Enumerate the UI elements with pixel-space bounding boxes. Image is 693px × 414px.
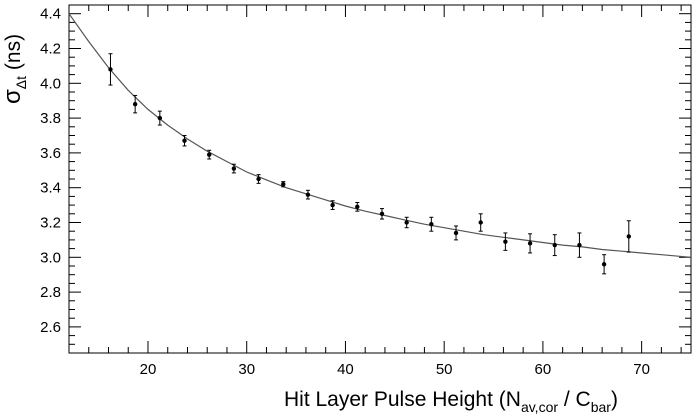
data-point [429, 216, 434, 232]
data-marker [330, 202, 335, 208]
data-marker [429, 222, 434, 227]
data-point [379, 208, 385, 220]
y-tick-label: 2.6 [40, 319, 61, 336]
data-point [305, 189, 311, 200]
data-marker [478, 220, 483, 225]
data-marker [601, 262, 607, 267]
y-tick-label: 3.8 [40, 110, 61, 127]
y-tick-label: 3.4 [40, 180, 61, 197]
data-marker [157, 115, 163, 121]
data-point [206, 149, 212, 160]
plot-frame [68, 4, 692, 354]
data-marker [552, 242, 557, 248]
x-tick-label: 60 [535, 361, 552, 378]
data-point [552, 234, 557, 257]
data-marker [577, 242, 582, 248]
data-point [108, 53, 113, 86]
data-point [626, 220, 631, 253]
data-marker [404, 220, 409, 225]
data-point [453, 225, 459, 241]
data-marker [108, 67, 113, 72]
fit-curve-layer [68, 13, 692, 258]
data-marker [132, 101, 138, 107]
data-marker [355, 204, 360, 210]
data-marker [182, 138, 187, 143]
data-point [478, 213, 483, 232]
data-points-layer [108, 53, 631, 275]
data-marker [527, 241, 533, 246]
data-point [577, 232, 582, 258]
y-tick-label: 4.2 [40, 41, 61, 58]
data-point [132, 94, 138, 114]
y-tick-label: 3.2 [40, 215, 61, 232]
y-tick-label: 4.4 [40, 6, 61, 23]
data-marker [453, 230, 459, 236]
data-point [281, 181, 286, 188]
y-axis-title: σΔt (ns) [0, 34, 29, 104]
y-tick-label: 2.8 [40, 284, 61, 301]
data-point [231, 163, 237, 174]
y-tick-label: 3.0 [40, 249, 61, 266]
data-point [503, 232, 508, 251]
data-point [355, 201, 360, 212]
data-point [601, 254, 607, 275]
y-tick-label: 3.6 [40, 145, 61, 162]
y-tick-label: 4.0 [40, 75, 61, 92]
data-point [404, 216, 409, 229]
x-tick-label: 30 [238, 361, 255, 378]
axis-ticks [69, 4, 691, 354]
data-marker [626, 234, 631, 239]
data-marker [206, 152, 212, 157]
data-point [330, 200, 335, 210]
x-tick-label: 40 [337, 361, 354, 378]
data-marker [281, 182, 286, 187]
x-tick-label: 50 [436, 361, 453, 378]
data-point [256, 174, 261, 184]
data-marker [305, 192, 311, 197]
data-point [527, 233, 533, 254]
data-point [182, 135, 187, 147]
data-marker [379, 211, 385, 216]
x-tick-label: 20 [140, 361, 157, 378]
x-axis-title: Hit Layer Pulse Height (Nav,cor / Cbar) [284, 388, 618, 414]
data-marker [231, 166, 237, 171]
tick-labels: 20 30 40 50 60 70 2.6 2.8 3.0 3.2 3.4 3.6 3.8 4.0 4.2 4… [40, 6, 650, 378]
x-tick-label: 70 [633, 361, 650, 378]
data-point [157, 110, 163, 126]
fit-curve [68, 13, 692, 258]
data-marker [256, 176, 261, 182]
data-marker [503, 239, 508, 244]
